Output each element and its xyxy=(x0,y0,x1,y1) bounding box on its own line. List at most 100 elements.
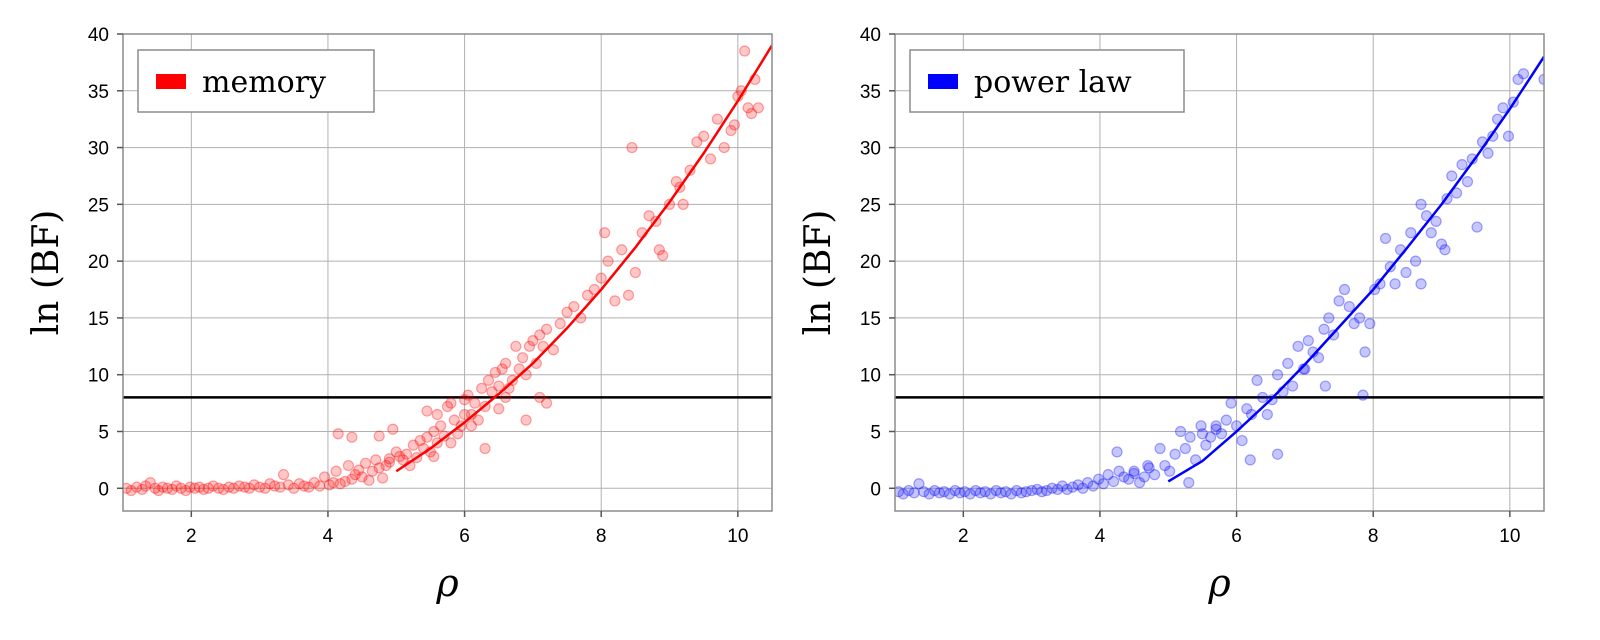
data-point xyxy=(1102,469,1114,481)
data-point xyxy=(166,483,178,496)
data-point xyxy=(1456,159,1468,171)
data-point xyxy=(373,462,385,474)
data-point xyxy=(1179,442,1191,455)
data-point xyxy=(1497,102,1509,114)
data-point xyxy=(1118,471,1130,483)
data-point xyxy=(1261,408,1273,421)
data-point xyxy=(170,480,182,492)
data-point xyxy=(1364,318,1376,330)
data-point xyxy=(157,481,169,493)
data-point xyxy=(1200,439,1212,451)
data-point xyxy=(1256,391,1269,404)
data-point xyxy=(493,380,505,392)
data-point xyxy=(1215,428,1228,440)
data-point xyxy=(609,295,621,307)
data-point xyxy=(1374,278,1386,290)
data-point xyxy=(486,386,498,398)
data-point xyxy=(540,397,553,409)
data-point xyxy=(1020,486,1032,498)
data-point xyxy=(469,397,481,409)
y-tick-label: 40 xyxy=(88,25,109,46)
plot-frame xyxy=(894,33,1545,512)
data-point xyxy=(1005,488,1017,500)
data-point xyxy=(213,482,225,494)
data-point xyxy=(332,428,344,440)
data-point xyxy=(472,414,484,426)
y-tick-label: 20 xyxy=(88,252,109,273)
data-point xyxy=(711,113,723,125)
data-point xyxy=(745,107,758,120)
data-point xyxy=(1128,467,1140,480)
data-point xyxy=(482,374,495,386)
data-point xyxy=(359,457,372,469)
x-tick-label: 10 xyxy=(727,526,748,547)
data-point xyxy=(383,453,396,465)
data-point xyxy=(1292,340,1304,352)
data-point xyxy=(1128,465,1140,477)
data-point xyxy=(540,323,553,335)
data-point xyxy=(366,465,378,477)
data-point xyxy=(1111,446,1123,458)
data-point xyxy=(421,405,433,417)
data-point xyxy=(193,481,206,493)
data-point xyxy=(363,474,375,486)
data-point xyxy=(383,456,396,468)
data-point xyxy=(180,484,192,497)
left-chart-panel: 2 4 6 8 10 0 5 10 15 20 25 30 35 40 ρ ln (BF) memory xyxy=(26,25,773,605)
data-point xyxy=(527,335,539,347)
data-point xyxy=(390,446,402,458)
legend-swatch xyxy=(928,74,958,89)
x-tick-label: 4 xyxy=(1095,526,1106,547)
data-point xyxy=(1353,312,1366,324)
data-point xyxy=(602,255,614,267)
data-point xyxy=(308,477,320,489)
y-axis-label: ln (BF) xyxy=(798,210,839,336)
data-point xyxy=(520,414,532,426)
data-point xyxy=(346,473,358,485)
data-point xyxy=(318,471,331,483)
data-point xyxy=(653,244,665,256)
data-point xyxy=(1164,465,1176,477)
x-tick-label: 8 xyxy=(596,526,607,547)
data-point xyxy=(949,484,961,497)
y-tick-label: 35 xyxy=(88,82,109,103)
data-point xyxy=(995,487,1007,499)
data-point xyxy=(1046,482,1058,494)
data-point xyxy=(923,488,935,500)
x-tick-label: 2 xyxy=(958,526,969,547)
data-point xyxy=(462,389,474,401)
data-point xyxy=(217,483,230,496)
data-point xyxy=(1011,484,1023,497)
data-point xyxy=(1357,389,1369,401)
data-point xyxy=(1092,473,1105,485)
data-point xyxy=(1241,403,1253,415)
data-point xyxy=(1425,227,1437,239)
y-tick-label: 20 xyxy=(860,252,881,273)
x-tick-label: 2 xyxy=(186,526,197,547)
fit-line xyxy=(395,44,772,473)
data-point xyxy=(1097,478,1109,490)
data-point xyxy=(657,249,669,262)
y-tick-label: 25 xyxy=(88,195,109,216)
data-point xyxy=(445,437,457,449)
plot-area xyxy=(895,56,1544,500)
x-tick-label: 8 xyxy=(1368,526,1379,547)
data-point xyxy=(339,475,351,488)
data-point xyxy=(581,289,594,301)
data-point xyxy=(1225,397,1237,409)
data-point xyxy=(431,408,443,421)
data-point xyxy=(202,482,214,494)
data-point xyxy=(1359,346,1371,358)
data-point xyxy=(739,45,751,57)
data-point xyxy=(125,484,137,497)
data-point xyxy=(465,408,478,421)
data-point xyxy=(458,394,471,406)
data-point xyxy=(1430,215,1442,227)
data-point xyxy=(161,482,174,494)
data-point xyxy=(175,482,187,494)
data-point xyxy=(458,408,471,421)
y-tick-label: 0 xyxy=(870,479,881,500)
y-tick-label: 35 xyxy=(860,82,881,103)
data-point xyxy=(330,465,342,477)
